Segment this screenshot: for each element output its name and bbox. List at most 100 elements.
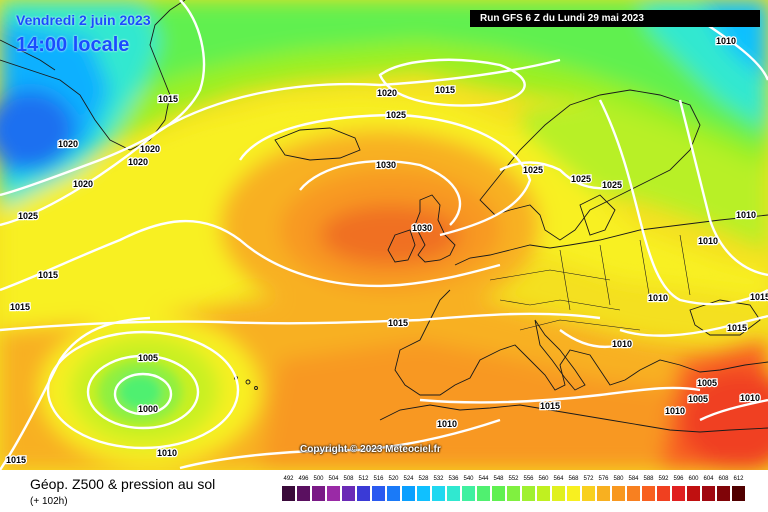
isobar-label: 1015 <box>6 455 26 465</box>
isobar-label: 1020 <box>377 88 397 98</box>
isobar-label: 1010 <box>740 393 760 403</box>
scale-swatch <box>657 486 670 501</box>
scale-label: 564 <box>553 476 564 482</box>
isobar-line <box>239 113 532 237</box>
scale-label: 596 <box>673 476 684 482</box>
isobar-label: 1010 <box>437 419 457 429</box>
isobar-label: 1010 <box>698 236 718 246</box>
isobar-label: 1030 <box>412 223 432 233</box>
isobar-line <box>678 99 768 277</box>
black-sea-coast <box>689 299 761 336</box>
scale-label: 540 <box>463 476 474 482</box>
isobar-line <box>0 219 501 292</box>
scale-swatch <box>627 486 640 501</box>
scale-swatch <box>567 486 580 501</box>
isobar-line <box>299 159 462 226</box>
isobar-label: 1015 <box>10 302 30 312</box>
scale-swatch <box>522 486 535 501</box>
isobar-label: 1015 <box>727 323 747 333</box>
isobar-line <box>113 372 173 416</box>
scale-label: 568 <box>568 476 579 482</box>
scale-label: 592 <box>658 476 669 482</box>
scale-swatch <box>432 486 445 501</box>
isobar-line <box>0 312 601 332</box>
scale-swatch <box>582 486 595 501</box>
scale-label: 496 <box>298 476 309 482</box>
isobar-label: 1025 <box>18 211 38 221</box>
scale-label: 516 <box>373 476 384 482</box>
scale-label: 520 <box>388 476 399 482</box>
scale-label: 584 <box>628 476 639 482</box>
isobar-label: 1020 <box>140 144 160 154</box>
color-scale: 492 496 500 504 508 512 516 520 524 528 532 536 540 5… <box>282 476 750 510</box>
isobar-label: 1020 <box>58 139 78 149</box>
isobar-label: 1005 <box>138 353 158 363</box>
isobar-line <box>598 99 768 306</box>
greenland-coast <box>0 0 186 151</box>
geopotential-field <box>0 0 768 470</box>
scandinavia-coast <box>479 89 701 241</box>
scale-label: 576 <box>598 476 609 482</box>
scale-swatch <box>312 486 325 501</box>
mediterranean-north-coast <box>394 289 768 396</box>
scale-swatch <box>462 486 475 501</box>
scale-swatch <box>552 486 565 501</box>
isobar-label: 1015 <box>38 270 58 280</box>
isobar-label: 1025 <box>571 174 591 184</box>
great-britain-coast <box>414 194 456 263</box>
isobar-label: 1015 <box>388 318 408 328</box>
scale-swatch <box>702 486 715 501</box>
isobar-label: 1010 <box>648 293 668 303</box>
scale-label: 572 <box>583 476 594 482</box>
scale-label: 600 <box>688 476 699 482</box>
scale-swatch <box>597 486 610 501</box>
scale-swatch <box>507 486 520 501</box>
isobar-label: 1005 <box>697 378 717 388</box>
isobar-label: 1010 <box>157 448 177 458</box>
legend-footer: Géop. Z500 & pression au sol (+ 102h) 49… <box>0 470 768 512</box>
isobar-label: 1010 <box>612 339 632 349</box>
isobar-labels: 1015 1020 1020 1020 1020 1025 1015 1015 1020 1015… <box>5 35 768 467</box>
scale-swatch <box>417 486 430 501</box>
isobar-label: 1030 <box>376 160 396 170</box>
scale-label: 524 <box>403 476 414 482</box>
scale-swatch <box>402 486 415 501</box>
weather-map: 1015 1020 1020 1020 1020 1025 1015 1015 1020 1015… <box>0 0 768 470</box>
scale-label: 528 <box>418 476 429 482</box>
isobar-line <box>499 161 616 190</box>
isobar-label: 1020 <box>73 179 93 189</box>
scale-swatch <box>642 486 655 501</box>
isobar-line <box>46 330 240 450</box>
isobar-label: 1015 <box>540 401 560 411</box>
scale-swatch <box>612 486 625 501</box>
isobar-label: 1025 <box>386 110 406 120</box>
isobar-label: 1015 <box>750 292 768 302</box>
scale-label: 532 <box>433 476 444 482</box>
isobar-label: 1025 <box>602 180 622 190</box>
forecast-offset: (+ 102h) <box>30 496 68 507</box>
scale-label: 556 <box>523 476 534 482</box>
isobar-line <box>86 354 200 430</box>
scale-swatch <box>297 486 310 501</box>
scale-label: 612 <box>733 476 744 482</box>
scale-label: 512 <box>358 476 369 482</box>
isobar-lines <box>0 0 768 470</box>
scale-swatch <box>537 486 550 501</box>
scale-swatch <box>447 486 460 501</box>
isobar-line <box>699 398 768 422</box>
isobar-line <box>378 58 526 107</box>
scale-label: 492 <box>283 476 294 482</box>
scale-label: 508 <box>343 476 354 482</box>
isobar-label: 1005 <box>688 394 708 404</box>
scale-swatch <box>717 486 730 501</box>
run-label: Run GFS 6 Z du Lundi 29 mai 2023 <box>470 10 760 27</box>
isobar-label: 1010 <box>665 406 685 416</box>
isobar-label: 1025 <box>523 165 543 175</box>
isobar-line <box>179 418 501 470</box>
scale-label: 604 <box>703 476 714 482</box>
scale-label: 548 <box>493 476 504 482</box>
scale-swatch <box>372 486 385 501</box>
isobar-label: 1020 <box>128 157 148 167</box>
scale-swatch <box>387 486 400 501</box>
isobar-line <box>559 329 621 349</box>
